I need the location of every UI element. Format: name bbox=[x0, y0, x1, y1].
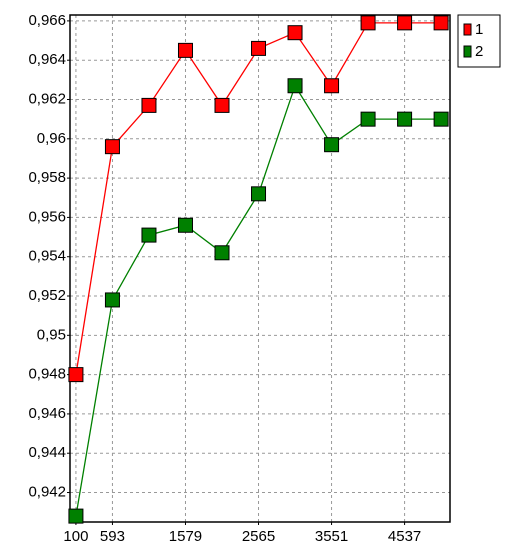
marker bbox=[104, 292, 120, 308]
marker bbox=[287, 78, 303, 94]
marker bbox=[324, 137, 340, 153]
marker bbox=[397, 15, 413, 31]
y-tick-label: 0,954 bbox=[28, 248, 66, 265]
y-tick-label: 0,95 bbox=[37, 326, 66, 343]
y-tick-label: 0,948 bbox=[28, 366, 66, 383]
y-tick-label: 0,962 bbox=[28, 90, 66, 107]
marker bbox=[68, 367, 84, 383]
x-tick-label: 1579 bbox=[169, 528, 202, 545]
marker bbox=[360, 111, 376, 127]
marker bbox=[177, 217, 193, 233]
x-tick-label: 3551 bbox=[315, 528, 348, 545]
x-tick-label: 4537 bbox=[388, 528, 421, 545]
marker bbox=[141, 97, 157, 113]
y-tick-label: 0,956 bbox=[28, 208, 66, 225]
legend-swatch bbox=[463, 23, 472, 36]
marker bbox=[68, 508, 84, 524]
y-tick-label: 0,96 bbox=[37, 130, 66, 147]
marker bbox=[324, 78, 340, 94]
marker bbox=[251, 40, 267, 56]
y-tick-label: 0,952 bbox=[28, 287, 66, 304]
series-line bbox=[75, 84, 442, 517]
y-tick-label: 0,942 bbox=[28, 483, 66, 500]
y-tick-label: 0,966 bbox=[28, 12, 66, 29]
y-tick-label: 0,964 bbox=[28, 51, 66, 68]
y-tick-label: 0,946 bbox=[28, 405, 66, 422]
x-tick-label: 593 bbox=[100, 528, 125, 545]
y-tick-label: 0,944 bbox=[28, 444, 66, 461]
marker bbox=[360, 15, 376, 31]
marker bbox=[214, 245, 230, 261]
legend-swatch bbox=[463, 45, 472, 58]
marker bbox=[397, 111, 413, 127]
marker bbox=[287, 25, 303, 41]
y-tick-label: 0,958 bbox=[28, 169, 66, 186]
legend-label: 2 bbox=[475, 43, 483, 60]
plot-frame bbox=[69, 14, 451, 523]
legend-label: 1 bbox=[475, 21, 483, 38]
marker bbox=[141, 227, 157, 243]
marker bbox=[104, 139, 120, 155]
marker bbox=[433, 15, 449, 31]
marker bbox=[214, 97, 230, 113]
marker bbox=[251, 186, 267, 202]
x-tick-label: 2565 bbox=[242, 528, 275, 545]
x-tick-label: 100 bbox=[63, 528, 88, 545]
marker bbox=[177, 42, 193, 58]
marker bbox=[433, 111, 449, 127]
